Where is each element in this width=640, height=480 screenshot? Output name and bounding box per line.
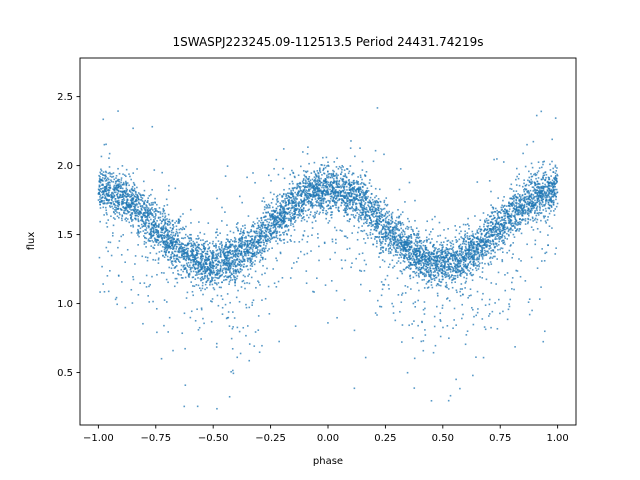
x-tick-label: 1.00	[546, 433, 568, 444]
x-tick-label: 0.00	[317, 433, 339, 444]
x-tick-label: 0.50	[432, 433, 454, 444]
x-tick-label: −0.50	[198, 433, 229, 444]
y-axis-ticks: 0.5 1.0 1.5 2.0 2.5	[57, 92, 80, 379]
y-axis-label: flux	[26, 232, 37, 251]
y-tick-label: 2.0	[57, 161, 73, 172]
y-tick-label: 0.5	[57, 368, 73, 379]
chart-title: 1SWASPJ223245.09-112513.5 Period 24431.7…	[172, 35, 483, 49]
x-tick-label: −0.75	[140, 433, 171, 444]
scatter-data-points	[97, 107, 559, 410]
x-axis-ticks: −1.00 −0.75 −0.50 −0.25 0.00 0.25 0.50 0.75 1.00	[83, 425, 569, 444]
x-tick-label: 0.25	[374, 433, 396, 444]
x-tick-label: 0.75	[489, 433, 511, 444]
x-tick-label: −0.25	[255, 433, 286, 444]
x-axis-label: phase	[313, 456, 343, 467]
y-tick-label: 1.0	[57, 299, 73, 310]
y-tick-label: 1.5	[57, 230, 73, 241]
y-tick-label: 2.5	[57, 92, 73, 103]
x-tick-label: −1.00	[83, 433, 114, 444]
